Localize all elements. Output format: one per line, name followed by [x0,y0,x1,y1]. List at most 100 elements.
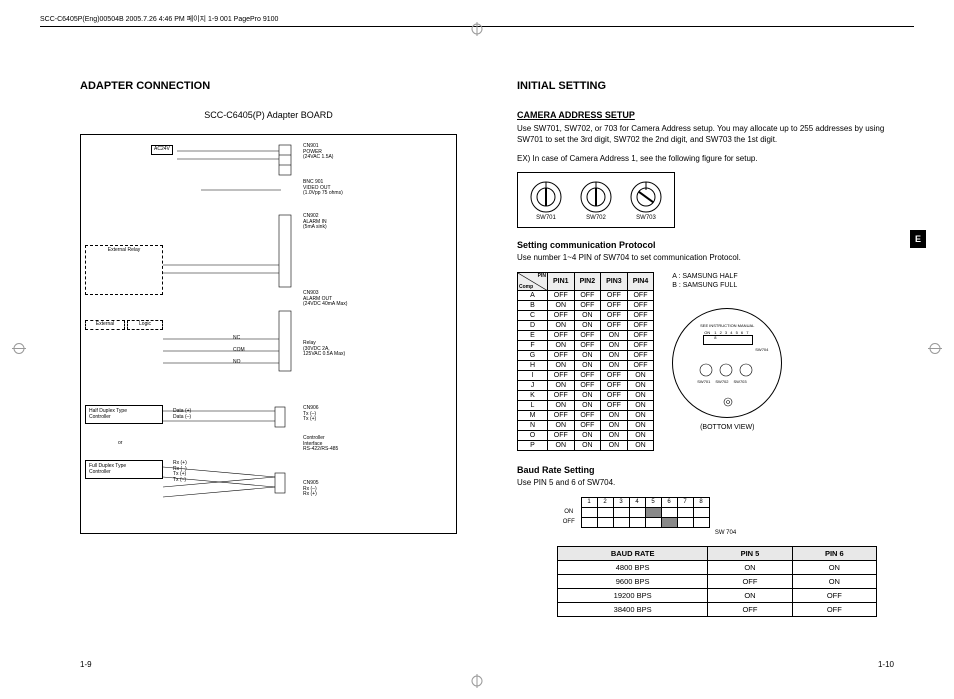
dial-sw701: SW701 [528,179,564,221]
sw-num: 1 [581,497,597,507]
protocol-text: Use number 1~4 PIN of SW704 to set commu… [517,253,894,264]
td: OFF [574,381,601,391]
td: OFF [601,381,628,391]
td: OFF [548,391,575,401]
td: ON [548,381,575,391]
td: G [518,351,548,361]
td: C [518,311,548,321]
td: E [518,331,548,341]
td: OFF [708,574,792,588]
td: OFF [601,301,628,311]
td: ON [601,361,628,371]
sw-off: OFF [557,517,581,527]
adapter-diagram: AC24V CN901 POWER (24VAC 1.5A) BNC 901 V… [80,134,457,534]
bv-dial-icon [739,363,753,377]
td: I [518,371,548,381]
td: ON [574,431,601,441]
td: ON [574,391,601,401]
td: H [518,361,548,371]
td: ON [708,588,792,602]
td: 19200 BPS [558,588,708,602]
td: ON [792,574,876,588]
td: 38400 BPS [558,602,708,616]
crop-mark-top [467,22,487,39]
th: PIN3 [601,273,628,291]
td: OFF [548,411,575,421]
td: OFF [574,411,601,421]
td: OFF [601,401,628,411]
td: L [518,401,548,411]
td: OFF [574,371,601,381]
corner-comp: Comp [519,284,533,290]
td: ON [627,441,654,451]
td: ON [548,401,575,411]
td: J [518,381,548,391]
td: OFF [548,431,575,441]
td: ON [601,341,628,351]
sw-num: 5 [645,497,661,507]
left-title: ADAPTER CONNECTION [80,80,457,92]
crop-mark-right [928,338,942,361]
td: ON [574,401,601,411]
td: OFF [574,291,601,301]
page-number-left: 1-9 [80,660,92,669]
td: OFF [792,602,876,616]
dial-sw702: SW702 [578,179,614,221]
td: P [518,441,548,451]
td: ON [601,351,628,361]
td: OFF [574,301,601,311]
th: PIN4 [627,273,654,291]
sw-num: 8 [693,497,709,507]
td: B [518,301,548,311]
crop-mark-bottom [467,674,487,691]
baud-text: Use PIN 5 and 6 of SW704. [517,478,894,489]
th: BAUD RATE [558,546,708,560]
td: OFF [601,311,628,321]
legend-a: A : SAMSUNG HALF [672,272,782,281]
td: ON [627,391,654,401]
td: OFF [627,361,654,371]
td: ON [574,321,601,331]
td: OFF [548,351,575,361]
td: 9600 BPS [558,574,708,588]
page-number-right: 1-10 [878,660,894,669]
bv-manual: SEE INSTRUCTION MANUAL [695,323,759,328]
td: ON [548,361,575,371]
td: ON [627,371,654,381]
cam-addr-text1: Use SW701, SW702, or 703 for Camera Addr… [517,124,894,146]
protocol-side: A : SAMSUNG HALF B : SAMSUNG FULL SEE IN… [672,272,782,431]
dial-label: SW701 [536,215,556,221]
sw-num: 6 [661,497,677,507]
dial-label: SW702 [586,215,606,221]
td: ON [574,311,601,321]
bottom-view-label: (BOTTOM VIEW) [672,424,782,431]
td: OFF [548,291,575,301]
sw-num: 4 [629,497,645,507]
td: ON [601,331,628,341]
bv-sw702: SW702 [715,379,728,384]
td: ON [548,421,575,431]
left-subtitle: SCC-C6405(P) Adapter BOARD [80,110,457,120]
td: OFF [548,371,575,381]
td: K [518,391,548,401]
sw-num: 7 [677,497,693,507]
td: OFF [627,321,654,331]
dial-label: SW703 [636,215,656,221]
td: ON [627,401,654,411]
bv-dial-icon [699,363,713,377]
td: F [518,341,548,351]
td: A [518,291,548,301]
td: OFF [792,588,876,602]
baud-heading: Baud Rate Setting [517,465,894,475]
bv-nums: 1 2 3 4 5 6 7 8 [714,330,752,340]
bottom-view-circle: SEE INSTRUCTION MANUAL ON 1 2 3 4 5 6 7 … [672,308,782,418]
corner-pin: PIN [538,273,546,279]
td: ON [792,560,876,574]
dials-figure: SW701 SW702 SW703 [517,172,675,228]
td: ON [548,321,575,331]
td: OFF [627,341,654,351]
sw704-dip: 1 2 3 4 5 6 7 8 ON OFF SW 704 [557,497,894,536]
sw-num: 3 [613,497,629,507]
td: M [518,411,548,421]
bv-sw704: SW704 [755,347,768,352]
